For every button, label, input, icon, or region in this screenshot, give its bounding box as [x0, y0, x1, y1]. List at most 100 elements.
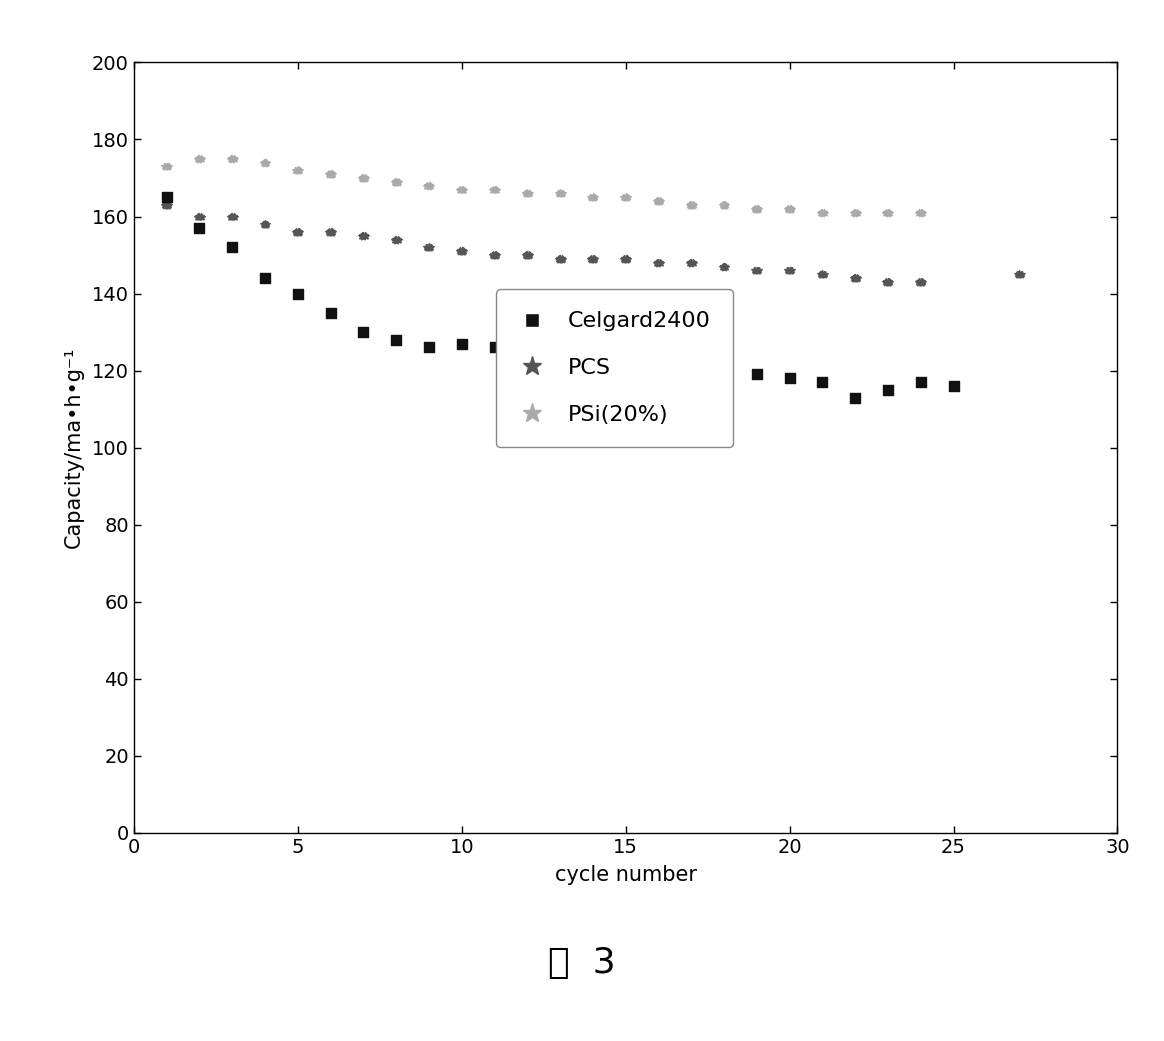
- Point: [811, 204, 830, 221]
- Point: [747, 263, 766, 280]
- Point: [225, 209, 243, 226]
- Point: [750, 201, 768, 218]
- Point: [223, 151, 242, 168]
- Point: [290, 161, 308, 178]
- Point: [158, 157, 177, 174]
- Point: [354, 171, 372, 187]
- Point: [746, 201, 765, 218]
- Point: [157, 159, 176, 176]
- Point: [650, 255, 668, 272]
- Point: [651, 255, 669, 272]
- Point: [384, 174, 403, 191]
- Point: [418, 178, 436, 195]
- Celgard2400: [846, 389, 865, 406]
- Point: [779, 200, 797, 217]
- Point: [780, 263, 799, 280]
- Point: [290, 223, 308, 239]
- PSi(20%): [715, 197, 733, 213]
- PSi(20%): [386, 174, 405, 191]
- Point: [782, 201, 801, 218]
- PSi(20%): [911, 204, 930, 221]
- Point: [619, 189, 638, 206]
- Point: [651, 193, 669, 209]
- PSi(20%): [190, 151, 208, 168]
- Point: [454, 244, 473, 260]
- Point: [583, 252, 602, 269]
- Point: [484, 246, 503, 262]
- Celgard2400: [289, 285, 307, 302]
- Point: [778, 262, 796, 279]
- Point: [192, 209, 211, 226]
- Point: [549, 185, 568, 202]
- Point: [716, 198, 734, 214]
- Point: [911, 203, 930, 220]
- Point: [450, 244, 469, 260]
- Point: [748, 262, 767, 279]
- PCS: [321, 224, 340, 240]
- Point: [651, 254, 669, 271]
- Point: [190, 150, 208, 167]
- Point: [256, 215, 275, 232]
- Point: [782, 262, 801, 279]
- Point: [880, 205, 899, 222]
- Point: [581, 251, 599, 268]
- Point: [519, 248, 538, 264]
- Celgard2400: [911, 374, 930, 390]
- PCS: [617, 251, 636, 268]
- Point: [485, 246, 504, 262]
- PSi(20%): [157, 158, 176, 175]
- Point: [455, 181, 474, 198]
- Celgard2400: [944, 378, 963, 395]
- Point: [192, 151, 211, 168]
- Point: [746, 261, 765, 278]
- Point: [619, 251, 638, 268]
- Point: [257, 154, 276, 171]
- Point: [714, 198, 732, 214]
- Point: [746, 262, 765, 279]
- Celgard2400: [256, 270, 275, 286]
- PSi(20%): [846, 204, 865, 221]
- Celgard2400: [354, 324, 372, 340]
- Celgard2400: [879, 382, 897, 399]
- Point: [615, 251, 633, 268]
- Point: [517, 246, 535, 262]
- Point: [353, 171, 371, 187]
- Point: [256, 153, 275, 170]
- Point: [681, 198, 700, 214]
- Point: [386, 232, 405, 249]
- Point: [453, 244, 471, 260]
- Point: [585, 251, 604, 268]
- Point: [257, 215, 276, 232]
- Point: [714, 257, 732, 274]
- Point: [811, 265, 830, 282]
- Point: [910, 273, 929, 289]
- Point: [876, 204, 895, 221]
- Point: [811, 205, 830, 222]
- Y-axis label: Capacity/ma•h•g⁻¹: Capacity/ma•h•g⁻¹: [64, 347, 84, 549]
- Point: [352, 170, 370, 186]
- Point: [652, 254, 670, 271]
- Point: [878, 273, 896, 289]
- Point: [421, 178, 440, 195]
- Point: [385, 174, 404, 191]
- Point: [913, 204, 931, 221]
- PCS: [812, 265, 831, 282]
- Point: [254, 215, 272, 232]
- Point: [454, 243, 473, 259]
- Point: [846, 203, 865, 220]
- Point: [389, 174, 407, 191]
- PCS: [157, 197, 176, 213]
- Point: [288, 224, 306, 240]
- Point: [849, 204, 867, 221]
- Point: [322, 167, 341, 183]
- Point: [423, 239, 441, 256]
- Point: [1009, 266, 1029, 283]
- Point: [419, 178, 438, 195]
- Point: [418, 177, 436, 194]
- Point: [386, 230, 405, 247]
- PCS: [650, 254, 668, 271]
- Point: [355, 228, 374, 245]
- Point: [156, 196, 175, 212]
- Point: [812, 203, 831, 220]
- Point: [321, 225, 340, 242]
